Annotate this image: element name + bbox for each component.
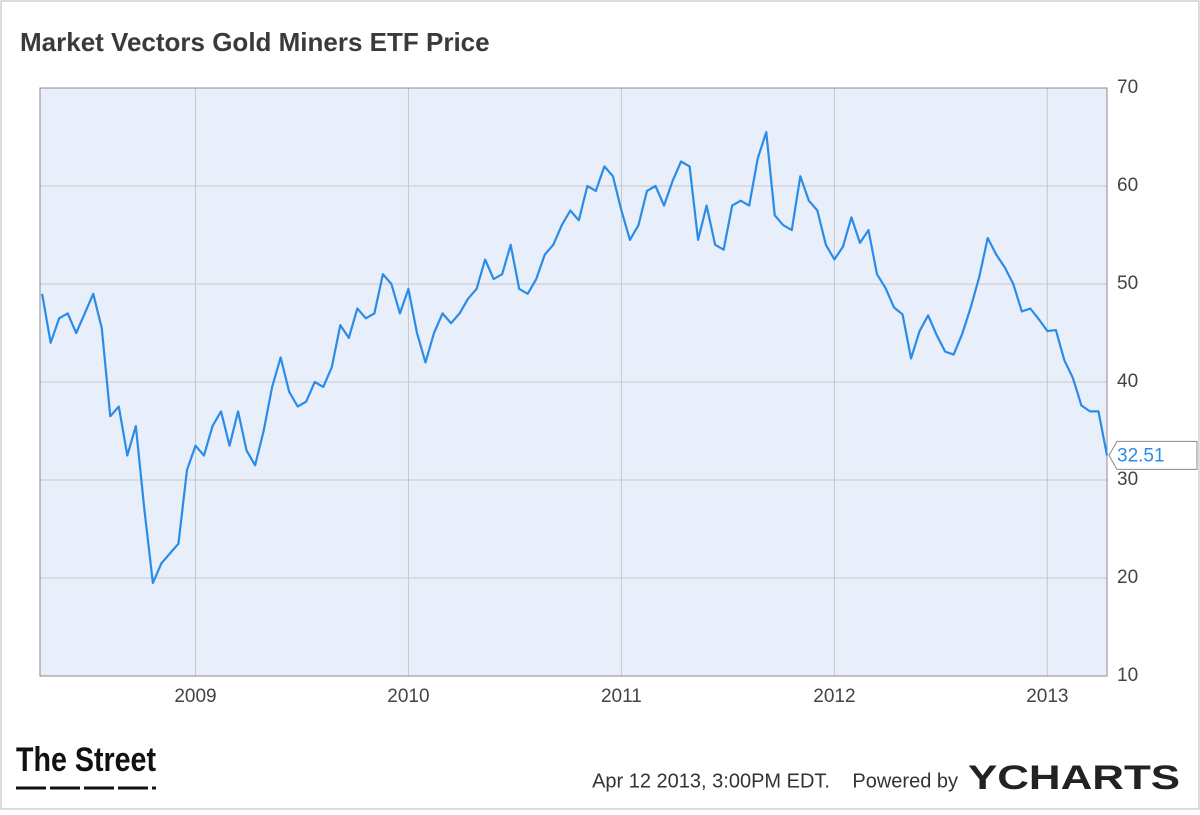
y-tick-label: 30 <box>1117 469 1138 490</box>
logo: The Street <box>16 741 156 779</box>
powered-by: Powered by <box>852 770 958 792</box>
y-tick-label: 20 <box>1117 567 1138 588</box>
last-value-box <box>1108 440 1198 470</box>
y-tick-label: 60 <box>1117 175 1138 196</box>
y-tick-label: 10 <box>1117 665 1138 686</box>
x-tick-label: 2012 <box>813 686 855 707</box>
y-tick-label: 40 <box>1117 371 1138 392</box>
x-tick-label: 2011 <box>601 686 642 707</box>
brand: YCHARTS <box>968 759 1180 797</box>
timestamp: Apr 12 2013, 3:00PM EDT. <box>592 770 830 792</box>
y-tick-label: 50 <box>1117 273 1138 294</box>
last-value-label: 32.51 <box>1117 445 1165 466</box>
chart-title: Market Vectors Gold Miners ETF Price <box>20 27 490 57</box>
plot-border <box>39 87 1108 677</box>
x-tick-label: 2013 <box>1026 686 1068 707</box>
y-tick-label: 70 <box>1117 77 1138 98</box>
price-line <box>41 131 1109 585</box>
x-tick-label: 2009 <box>174 686 216 707</box>
x-tick-label: 2010 <box>387 686 429 707</box>
